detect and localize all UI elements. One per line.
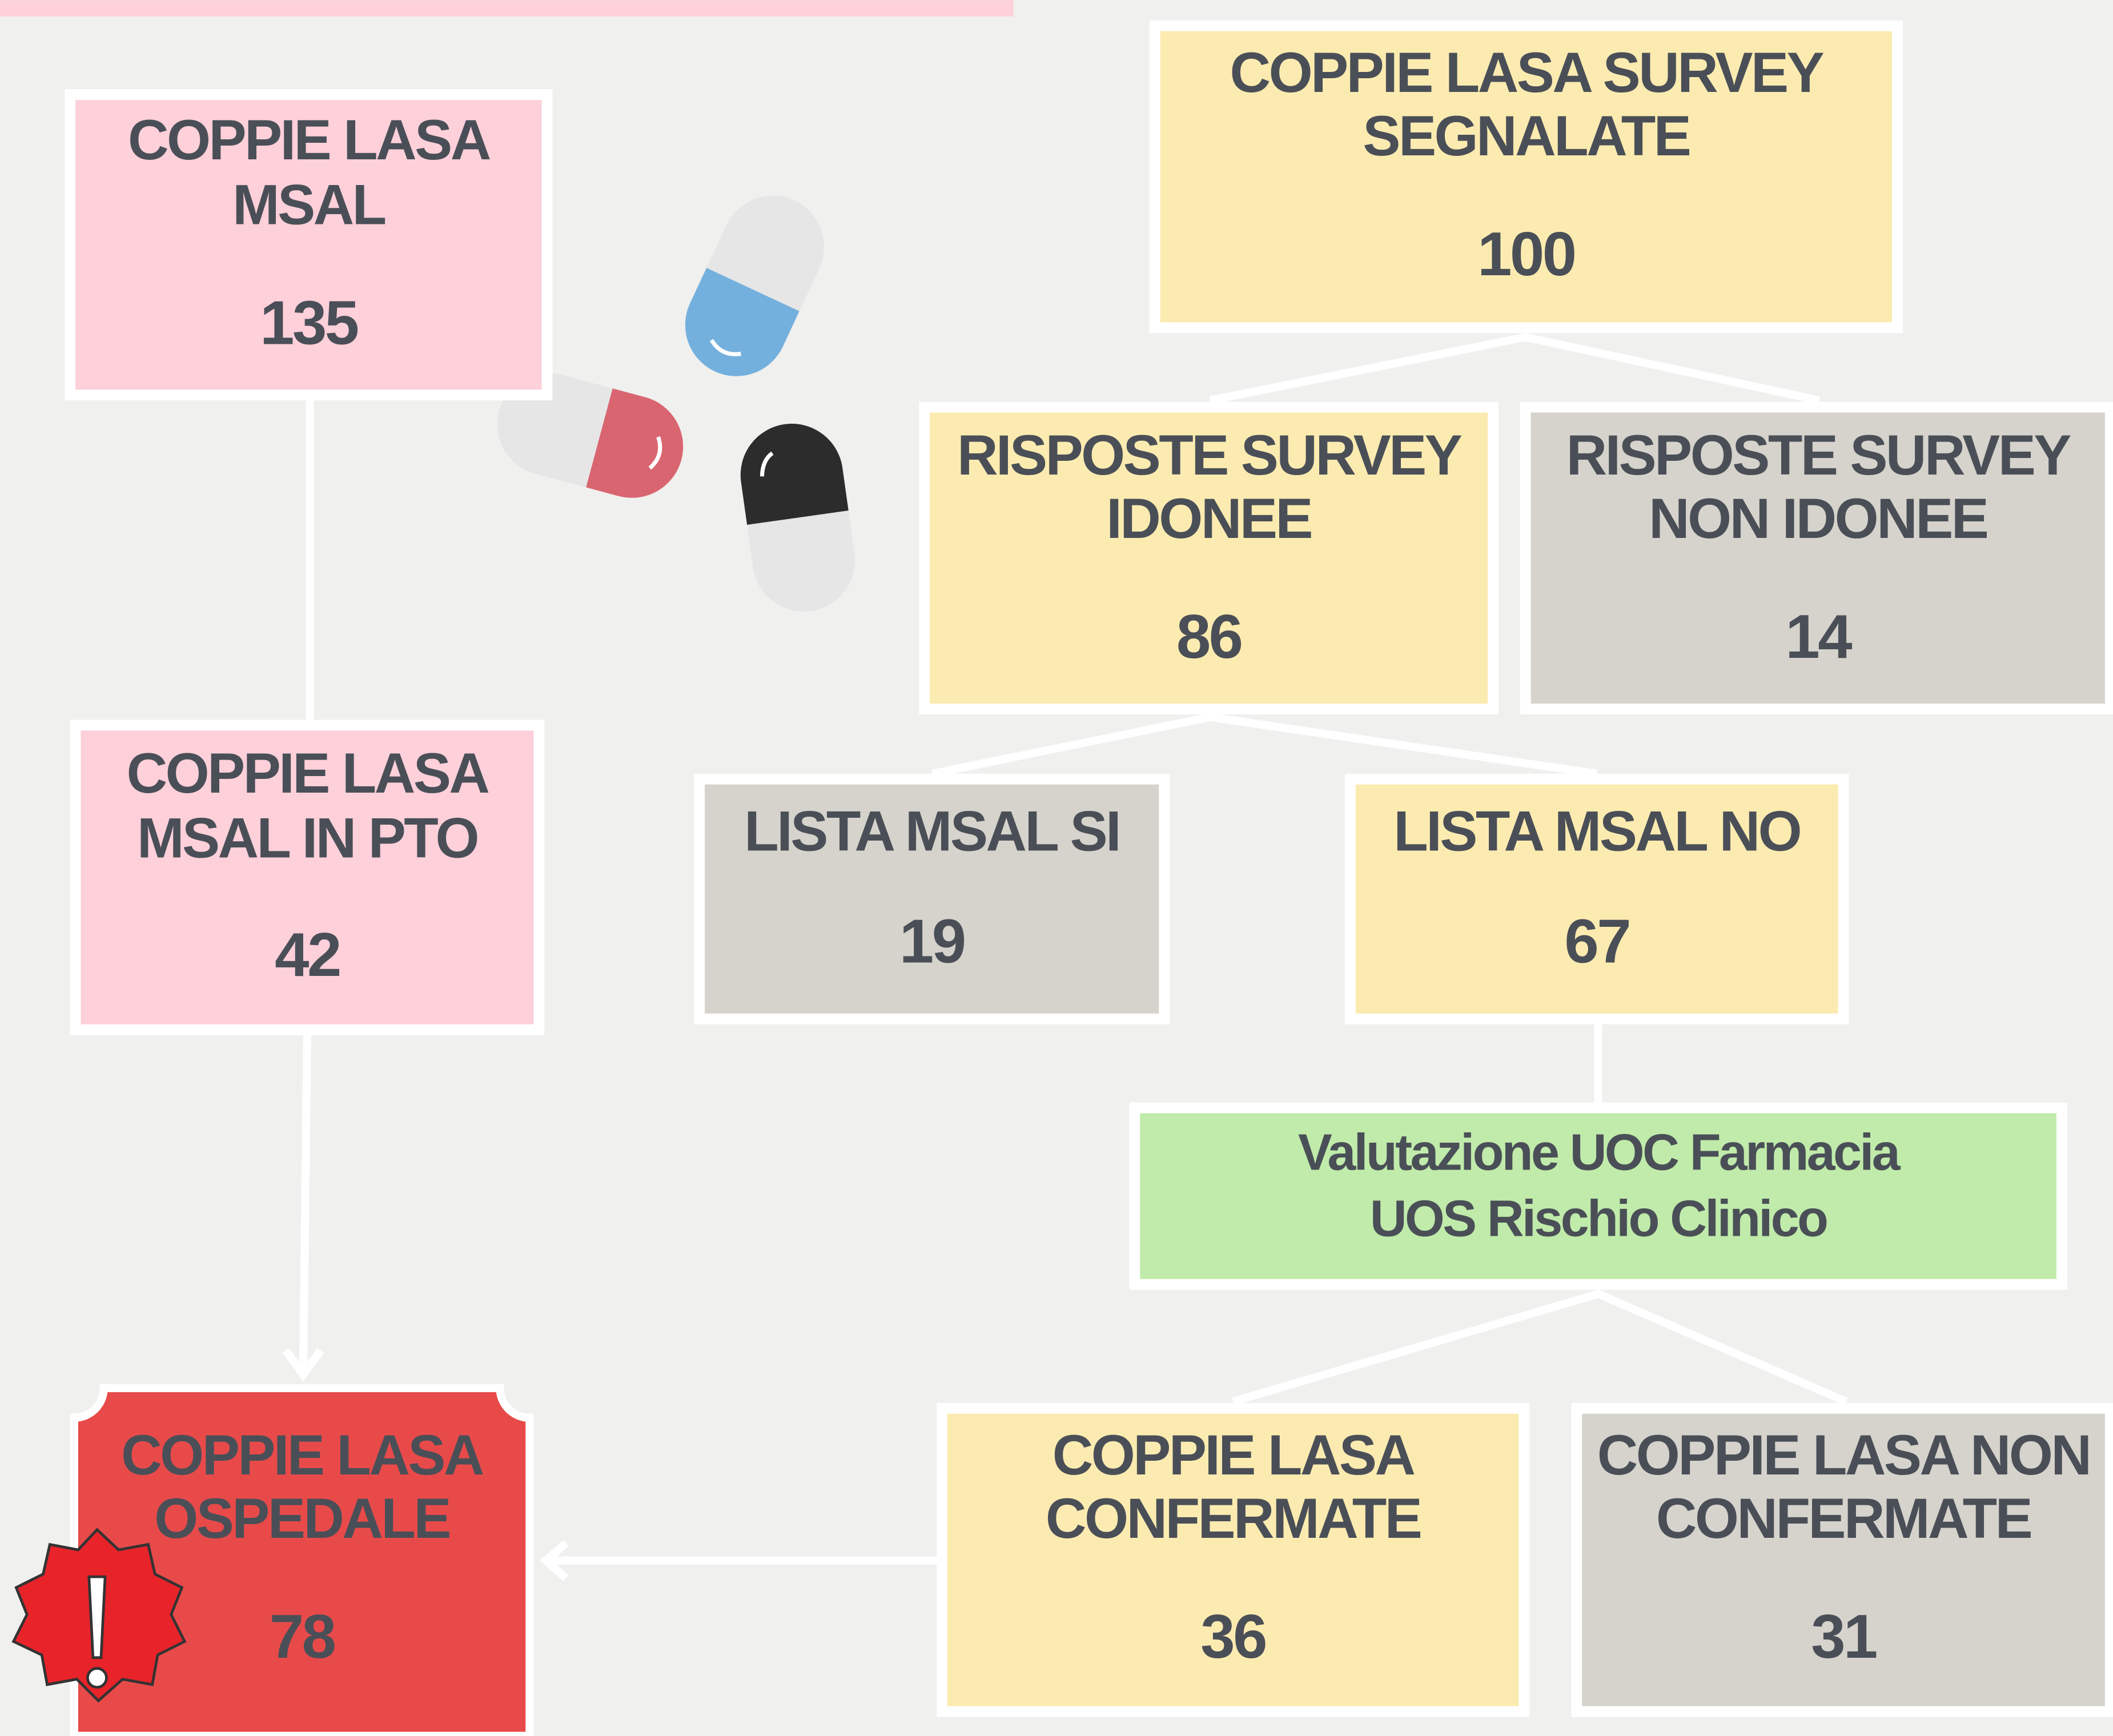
- page: COPPIE LASAMSAL135COPPIE LASAMSAL IN PTO…: [0, 0, 2113, 1736]
- node-value: 42: [275, 921, 340, 990]
- node-value: 31: [1811, 1602, 1877, 1671]
- node-value: 86: [1176, 602, 1242, 672]
- node-value: 135: [260, 288, 358, 357]
- node-value: 19: [899, 907, 965, 976]
- node-label: RISPOSTE SURVEY: [957, 424, 1462, 487]
- node-label: RISPOSTE SURVEY: [1566, 424, 2071, 487]
- node-label: MSAL: [232, 173, 385, 236]
- node-value: 14: [1785, 602, 1852, 672]
- node-label: COPPIE LASA: [128, 108, 490, 172]
- node-value: 67: [1564, 907, 1629, 976]
- diagram: COPPIE LASAMSAL135COPPIE LASAMSAL IN PTO…: [0, 0, 2113, 1736]
- node-label: COPPIE LASA SURVEY: [1230, 41, 1824, 105]
- node: Valutazione UOC Farmacia UOS Rischio Clin…: [1135, 1108, 2062, 1284]
- node-label: SEGNALATE: [1363, 105, 1689, 168]
- node-value: 36: [1200, 1602, 1266, 1671]
- node-value: 100: [1477, 220, 1574, 289]
- node-label: MSAL IN PTO: [137, 806, 477, 870]
- node: LISTA MSAL NO 67: [1350, 779, 1843, 1019]
- node: LISTA MSAL SI 19: [700, 779, 1164, 1019]
- node-label: COPPIE LASA: [1053, 1424, 1415, 1487]
- node-label: IDONEE: [1106, 487, 1311, 550]
- node-label: CONFERMATE: [1656, 1487, 2031, 1550]
- node-value: 78: [270, 1602, 335, 1671]
- node-label: COPPIE LASA: [121, 1424, 483, 1487]
- node-label: OSPEDALE: [154, 1487, 449, 1550]
- node-label: CONFERMATE: [1046, 1487, 1421, 1550]
- node-label: COPPIE LASA NON: [1597, 1424, 2090, 1487]
- node-label: LISTA MSAL NO: [1393, 800, 1800, 863]
- node-label: LISTA MSAL SI: [744, 800, 1119, 863]
- node-label: NON IDONEE: [1649, 487, 1987, 550]
- top-strip: [0, 0, 1013, 16]
- node-label: COPPIE LASA: [127, 742, 489, 805]
- node-label: UOS Rischio Clinico: [1370, 1190, 1827, 1247]
- node-label: Valutazione UOC Farmacia: [1298, 1124, 1901, 1182]
- connector: [303, 1031, 307, 1372]
